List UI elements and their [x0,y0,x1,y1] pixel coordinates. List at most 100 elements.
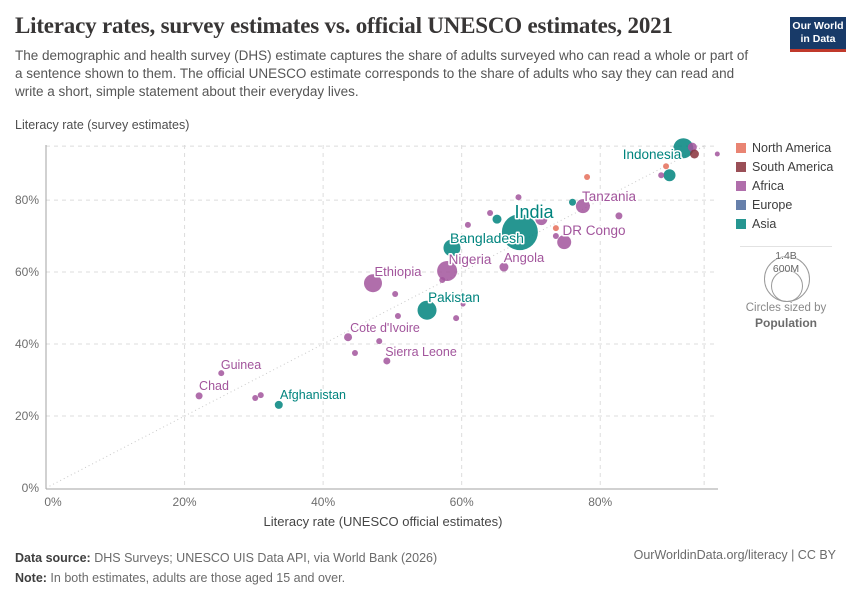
data-point[interactable] [663,163,670,170]
data-point-india[interactable] [501,214,538,251]
data-point[interactable] [257,392,264,399]
data-point[interactable] [394,312,401,319]
size-legend: 1.4B 600M Circles sized by Population [740,246,832,330]
legend-item-south-america[interactable]: South America [736,160,833,174]
point-label-india: India [514,202,554,222]
point-label-dr-congo: DR Congo [562,223,625,238]
legend-item-north-america[interactable]: North America [736,141,833,155]
data-point-sierra-leone[interactable] [383,357,391,365]
x-tick-40: 40% [311,495,335,509]
data-point[interactable] [487,210,494,217]
legend-swatch-icon [736,162,746,172]
note-line: Note: In both estimates, adults are thos… [15,568,437,588]
scatter-plot: 0% 20% 40% 60% 80% 0% 20% 40% 60% 80% Chad Guinea Af… [15,138,720,509]
data-point-tanzania[interactable] [575,199,590,214]
point-label-angola: Angola [504,250,545,265]
x-tick-60: 60% [450,495,474,509]
footer-source-note: Data source: DHS Surveys; UNESCO UIS Dat… [15,548,437,588]
point-label-cote-d-ivoire: Cote d'Ivoire [350,321,420,335]
note-text: In both estimates, adults are those aged… [46,571,346,585]
legend-label: Europe [752,198,793,212]
data-point[interactable] [515,194,522,201]
data-point[interactable] [535,213,548,226]
legend-label: North America [752,141,832,155]
page-title: Literacy rates, survey estimates vs. off… [15,13,673,38]
identity-line [45,144,707,489]
size-legend-caption: Circles sized by [745,302,827,314]
size-legend-big-value: 1.4B [775,250,797,262]
data-point[interactable] [376,338,383,345]
y-tick-40: 40% [15,337,39,351]
data-point[interactable] [569,198,577,206]
data-point[interactable] [392,291,399,298]
y-tick-0: 0% [22,481,40,495]
point-label-chad: Chad [199,379,229,393]
continent-legend: North America South America Africa Europe As… [736,141,833,236]
legend-swatch-icon [736,143,746,153]
data-point-bangladesh[interactable] [443,239,461,257]
owid-logo-line1: Our World [792,20,844,32]
chart-subtitle: The demographic and health survey (DHS) … [15,48,749,99]
data-point-afghanistan[interactable] [274,400,283,409]
point-label-ethiopia: Ethiopia [375,264,423,279]
y-axis-title: Literacy rate (survey estimates) [15,118,190,132]
size-legend-caption-bold: Population [755,316,817,330]
point-label-pakistan: Pakistan [428,290,480,305]
legend-swatch-icon [736,200,746,210]
data-point[interactable] [584,174,591,181]
data-point-cote-d-ivoire[interactable] [344,333,353,342]
legend-item-europe[interactable]: Europe [736,198,833,212]
legend-label: Asia [752,217,777,231]
data-point[interactable] [453,315,460,322]
y-tick-80: 80% [15,193,39,207]
data-point[interactable] [464,221,471,228]
data-point[interactable] [687,142,697,152]
credit-link[interactable]: OurWorldinData.org/literacy | CC BY [633,548,836,562]
data-point[interactable] [615,212,623,220]
legend-item-africa[interactable]: Africa [736,179,833,193]
x-tick-80: 80% [588,495,612,509]
point-label-afghanistan: Afghanistan [280,388,346,402]
owid-logo: Our World in Data [790,17,846,52]
point-label-guinea: Guinea [221,358,261,372]
y-tick-60: 60% [15,265,39,279]
data-source-text: DHS Surveys; UNESCO UIS Data API, via Wo… [90,551,438,565]
size-legend-small-value: 600M [772,263,800,275]
data-point-nigeria[interactable] [437,260,458,281]
data-point[interactable] [492,214,502,224]
data-point[interactable] [689,149,699,159]
data-point[interactable] [252,395,259,402]
data-point-indonesia[interactable] [673,138,694,159]
owid-logo-line2: in Data [800,33,836,46]
point-label-indonesia: Indonesia [623,147,682,162]
y-tick-20: 20% [15,409,39,423]
data-point[interactable] [552,233,559,240]
data-point[interactable] [460,301,466,307]
data-point-pakistan[interactable] [417,300,437,320]
note-label: Note: [15,571,47,585]
x-axis-title: Literacy rate (UNESCO official estimates… [263,514,503,529]
data-point-chad[interactable] [195,392,203,400]
point-label-bangladesh: Bangladesh [450,230,524,246]
size-legend-inner-circle [771,270,803,302]
data-source-line: Data source: DHS Surveys; UNESCO UIS Dat… [15,548,437,568]
x-tick-20: 20% [173,495,197,509]
data-point-angola[interactable] [499,262,509,272]
x-tick-0: 0% [44,495,62,509]
data-point-dr-congo[interactable] [557,235,572,250]
data-point[interactable] [552,225,559,232]
legend-label: Africa [752,179,784,193]
data-source-label: Data source: [15,551,91,565]
data-point[interactable] [439,276,446,283]
legend-swatch-icon [736,181,746,191]
data-point-ethiopia[interactable] [363,274,382,293]
data-point-guinea[interactable] [218,370,225,377]
legend-item-asia[interactable]: Asia [736,217,833,231]
point-label-nigeria: Nigeria [449,252,492,267]
data-point[interactable] [658,172,665,179]
legend-swatch-icon [736,219,746,229]
legend-label: South America [752,160,834,174]
data-point[interactable] [714,151,720,157]
data-point[interactable] [351,350,358,357]
data-point[interactable] [663,169,676,182]
